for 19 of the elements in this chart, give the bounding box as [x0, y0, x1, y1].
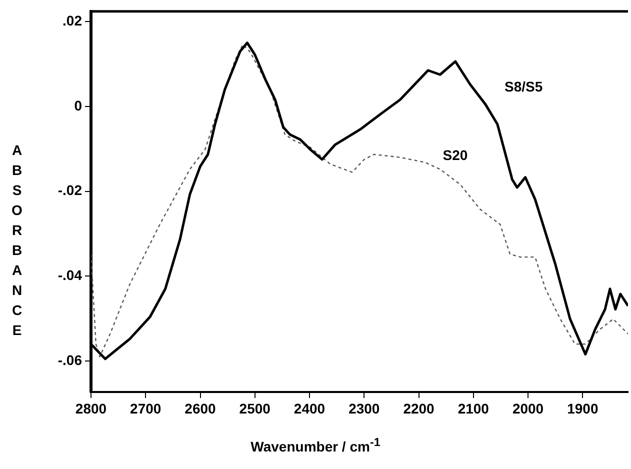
- series-label: S20: [442, 146, 468, 163]
- series-label: S8/S5: [504, 78, 543, 94]
- x-axis-title: Wavenumber / cm$^{-1}$: [250, 436, 382, 455]
- x-tick-label: 2500: [239, 400, 271, 416]
- y-tick-label: .02: [62, 12, 82, 28]
- y-tick-label: 0: [74, 97, 82, 114]
- text: ABSORBANCE: [12, 142, 22, 338]
- x-tick-label: 2200: [403, 400, 435, 416]
- y-tick-label: -.02: [58, 182, 82, 198]
- x-tick-label: 1900: [567, 400, 598, 416]
- y-tick-label: -.06: [58, 352, 82, 368]
- x-tick-label: 2600: [184, 400, 216, 416]
- y-tick-label: -.04: [58, 267, 82, 284]
- x-tick-label: 2800: [75, 400, 107, 416]
- x-tick-label: 2000: [512, 400, 544, 416]
- x-tick-label: 2300: [348, 400, 380, 416]
- x-tick-label: 2400: [294, 400, 326, 416]
- x-tick-label: 2700: [130, 400, 162, 416]
- x-tick-label: 2100: [458, 400, 490, 416]
